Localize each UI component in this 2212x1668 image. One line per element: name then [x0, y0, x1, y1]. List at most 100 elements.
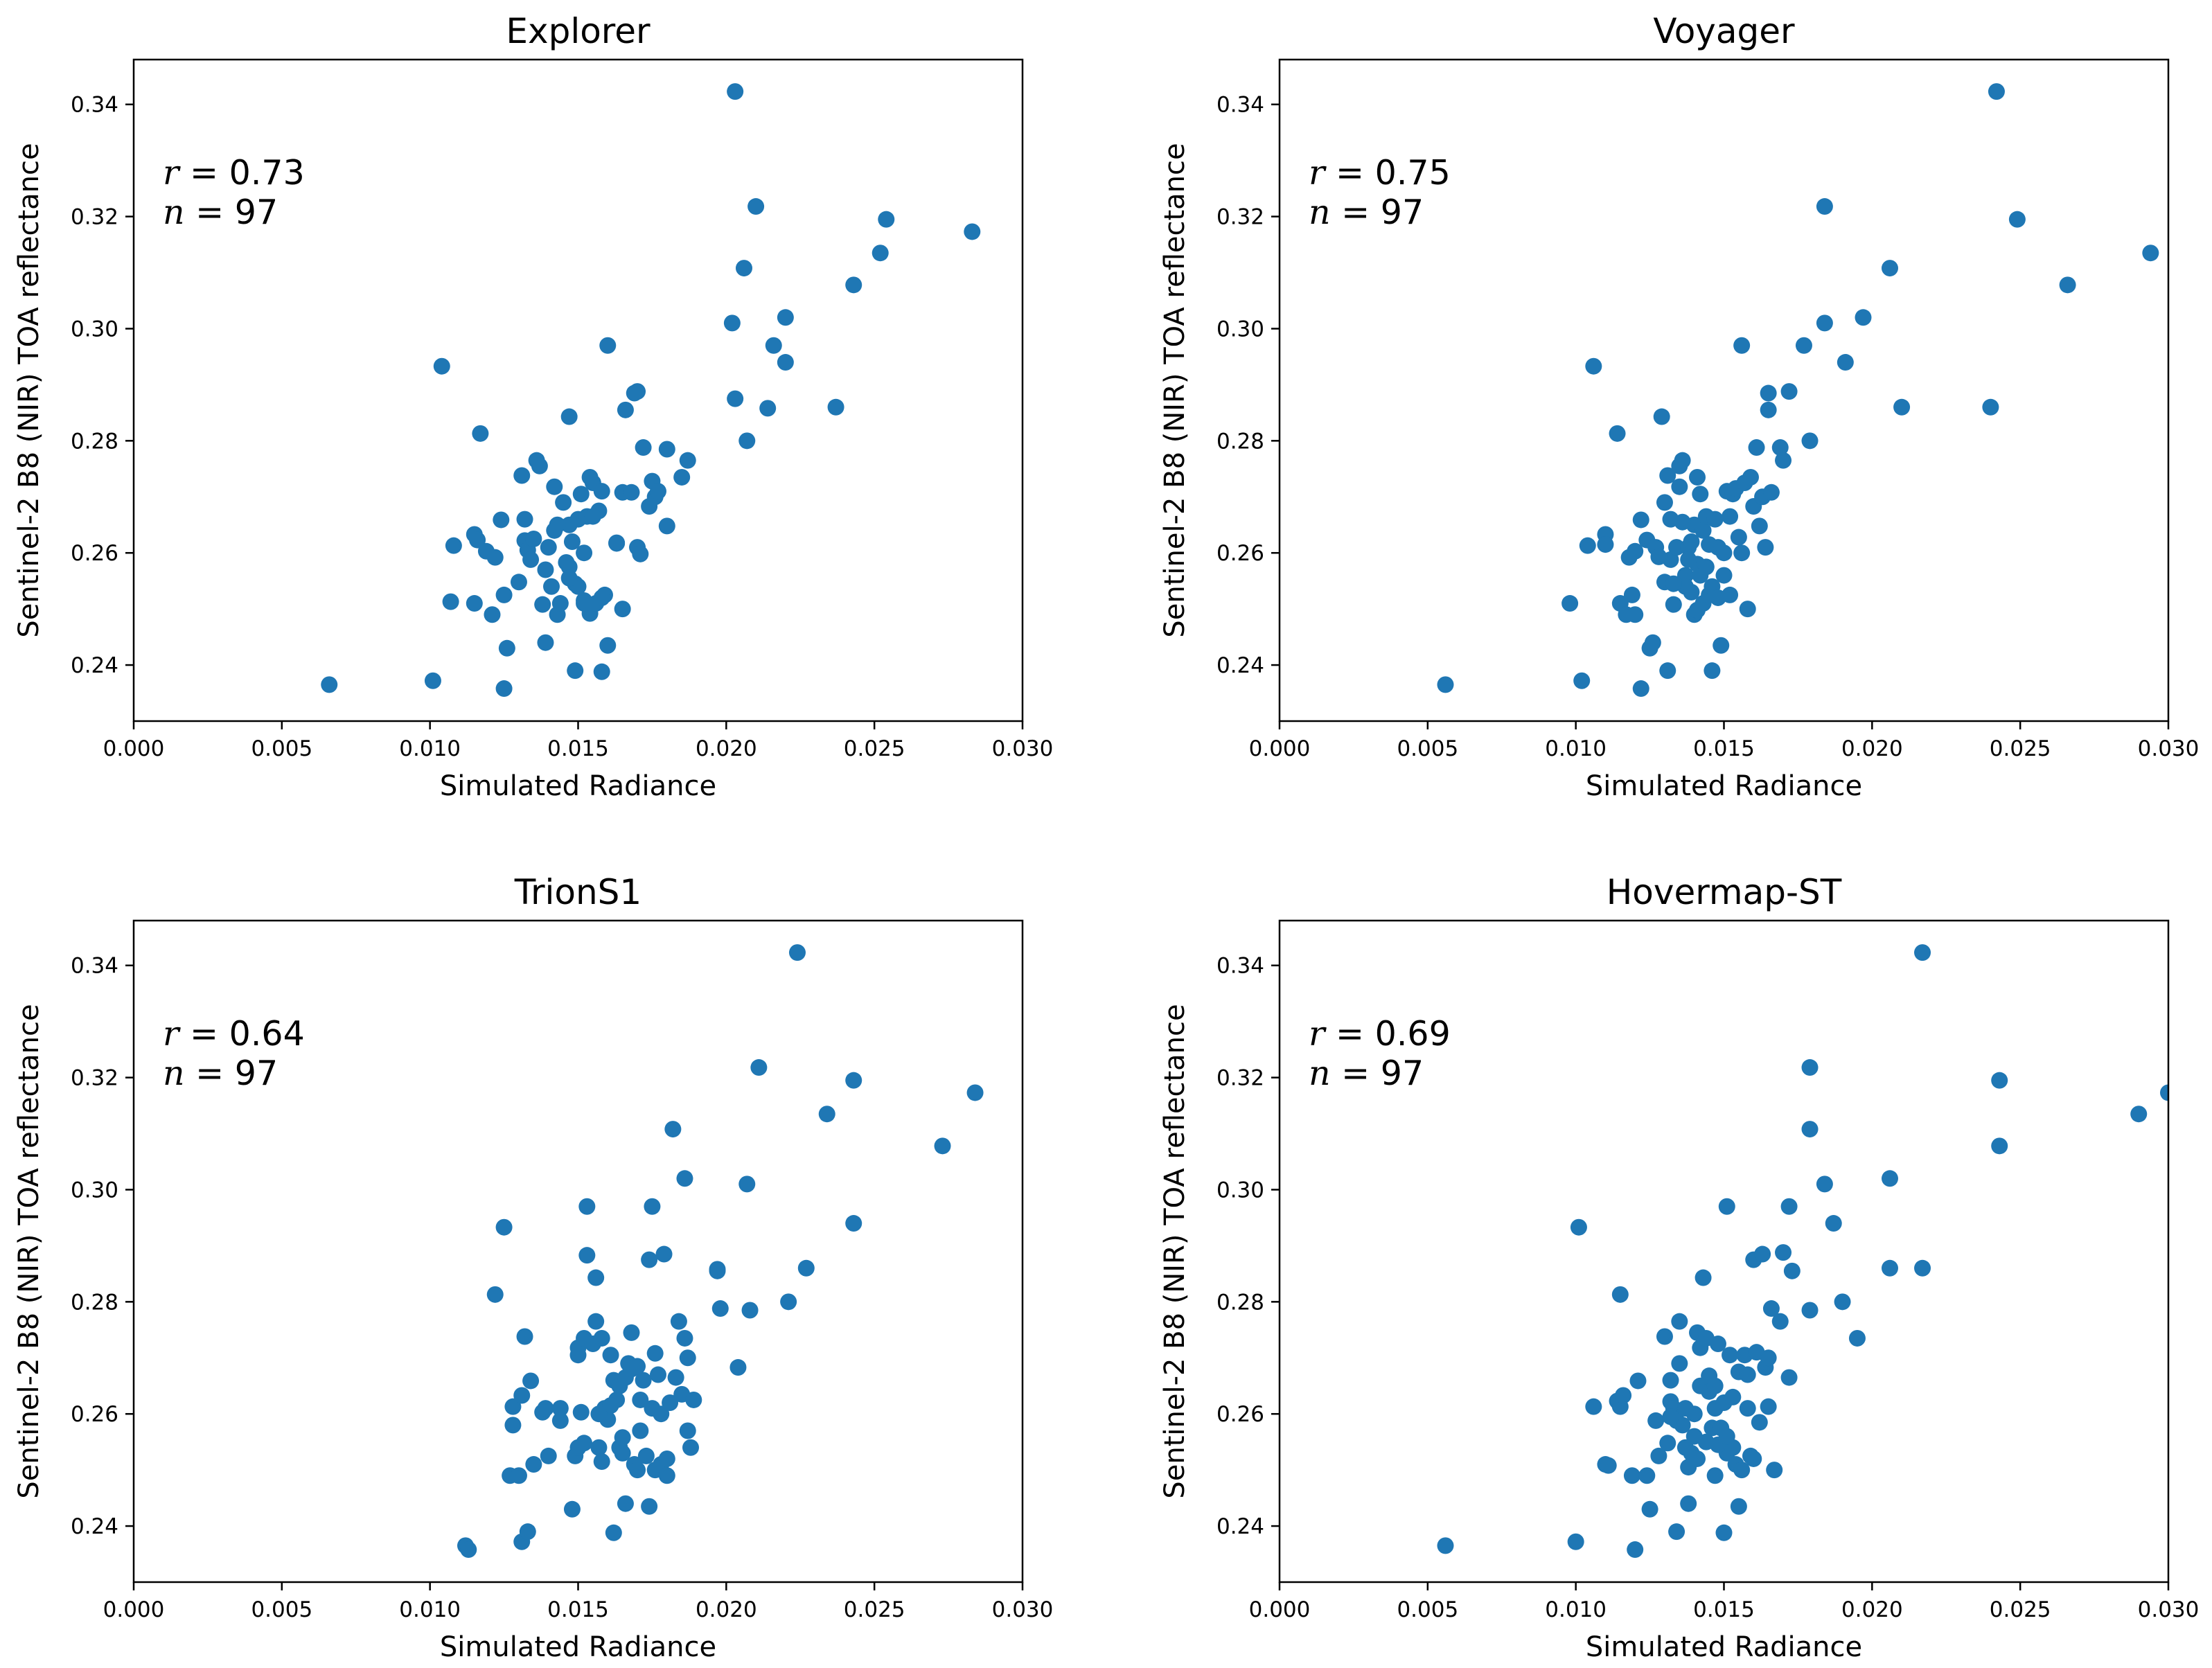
scatter-point	[614, 601, 631, 618]
scatter-point	[578, 1198, 596, 1215]
sample-size-annotation: n = 97	[163, 193, 278, 232]
y-axis-label: Sentinel-2 B8 (NIR) TOA reflectance	[13, 1004, 45, 1498]
scatter-point	[1653, 408, 1670, 425]
scatter-point	[632, 1422, 649, 1439]
scatter-point	[679, 452, 696, 469]
scatter-point	[1674, 452, 1691, 469]
scatter-point	[1914, 1259, 1931, 1277]
scatter-point	[1748, 439, 1765, 456]
scatter-point	[629, 1358, 646, 1375]
x-tick-label: 0.030	[2138, 1597, 2200, 1622]
scatter-point	[1801, 432, 1819, 450]
scatter-point	[623, 483, 640, 501]
scatter-point	[1893, 398, 1911, 416]
scatter-point	[531, 457, 548, 474]
scatter-point	[788, 944, 806, 961]
scatter-point	[1713, 637, 1730, 654]
r-value: 0.69	[1375, 1014, 1451, 1054]
equals-sign: =	[1325, 1014, 1374, 1054]
scatter-point	[1730, 529, 1747, 546]
scatter-point	[1739, 1366, 1756, 1383]
x-tick-label: 0.015	[1693, 1597, 1755, 1622]
scatter-point	[871, 245, 889, 262]
scatter-point	[1706, 511, 1724, 528]
scatter-point	[662, 1394, 679, 1412]
scatter-point	[635, 439, 652, 456]
scatter-point	[1627, 606, 1644, 623]
scatter-point	[641, 1498, 658, 1515]
y-tick-label: 0.34	[1216, 93, 1264, 118]
scatter-point	[1745, 1450, 1762, 1467]
panel-explorer: 0.000 0.005 0.010 0.015 0.020 0.025 0.030 0.24 0…	[13, 11, 1053, 802]
scatter-point	[537, 561, 554, 578]
scatter-point	[1775, 1244, 1792, 1261]
scatter-point	[1762, 1300, 1780, 1317]
y-tick-label: 0.26	[1216, 541, 1264, 566]
x-axis-label: Simulated Radiance	[440, 1631, 716, 1663]
scatter-point	[1715, 1524, 1733, 1541]
scatter-point	[658, 517, 675, 535]
r-symbol: r	[163, 153, 181, 193]
sample-size-annotation: n = 97	[163, 1054, 278, 1093]
scatter-point	[593, 1453, 610, 1470]
scatter-point	[679, 1349, 696, 1367]
scatter-point	[593, 483, 610, 500]
scatter-point	[466, 595, 483, 612]
scatter-point	[1766, 1462, 1783, 1479]
scatter-point	[519, 1523, 536, 1541]
scatter-point	[1739, 1400, 1756, 1417]
scatter-point	[711, 1300, 729, 1317]
scatter-point	[593, 663, 610, 680]
scatter-point	[540, 539, 557, 556]
x-tick-label: 0.025	[844, 736, 905, 761]
scatter-point	[1632, 680, 1649, 698]
scatter-point	[1709, 1336, 1726, 1353]
scatter-point	[2160, 1084, 2168, 1101]
scatter-point	[649, 483, 666, 500]
scatter-point	[723, 314, 741, 332]
scatter-point	[845, 276, 862, 294]
scatter-point	[664, 1121, 682, 1138]
scatter-point	[1783, 1262, 1800, 1279]
scatter-point	[1585, 1398, 1602, 1415]
scatter-point	[966, 1084, 984, 1101]
scatter-point	[1656, 494, 1673, 511]
scatter-point	[445, 537, 462, 554]
scatter-point	[1709, 589, 1726, 606]
scatter-point	[513, 1387, 531, 1404]
scatter-point	[827, 398, 844, 416]
y-tick-label: 0.24	[71, 1514, 118, 1539]
scatter-point	[510, 1467, 527, 1484]
scatter-point	[658, 1467, 675, 1484]
scatter-point	[460, 1541, 477, 1559]
scatter-point	[1561, 595, 1579, 612]
scatter-point	[629, 1462, 646, 1479]
x-tick-label: 0.020	[1841, 736, 1903, 761]
r-value: 0.73	[229, 153, 305, 193]
scatter-point	[1659, 467, 1676, 484]
scatter-point	[676, 1170, 693, 1187]
panel-hovermap-st: 0.000 0.005 0.010 0.015 0.020 0.025 0.030 0.24 0…	[1159, 872, 2199, 1663]
scatter-point	[1991, 1072, 2008, 1089]
scatter-point	[727, 83, 744, 100]
x-axis-label: Simulated Radiance	[1586, 1631, 1862, 1663]
scatter-point	[735, 260, 752, 277]
scatter-point	[777, 354, 794, 371]
scatter-point	[1760, 1398, 1777, 1415]
scatter-point	[1659, 1435, 1676, 1452]
y-tick-label: 0.24	[71, 653, 118, 678]
y-tick-label: 0.34	[71, 93, 118, 118]
scatter-point	[1742, 468, 1759, 486]
scatter-point	[493, 511, 510, 529]
scatter-point	[646, 1345, 664, 1362]
scatter-point	[1760, 1349, 1777, 1367]
scatter-point	[551, 1400, 569, 1417]
scatter-point	[504, 1398, 522, 1415]
scatter-point	[516, 1328, 533, 1345]
x-tick-label: 0.000	[1249, 736, 1311, 761]
scatter-point	[1771, 439, 1789, 456]
scatter-point	[1754, 1245, 1771, 1263]
scatter-point	[655, 1245, 673, 1263]
scatter-point	[1733, 337, 1751, 354]
y-tick-label: 0.24	[1216, 653, 1264, 678]
